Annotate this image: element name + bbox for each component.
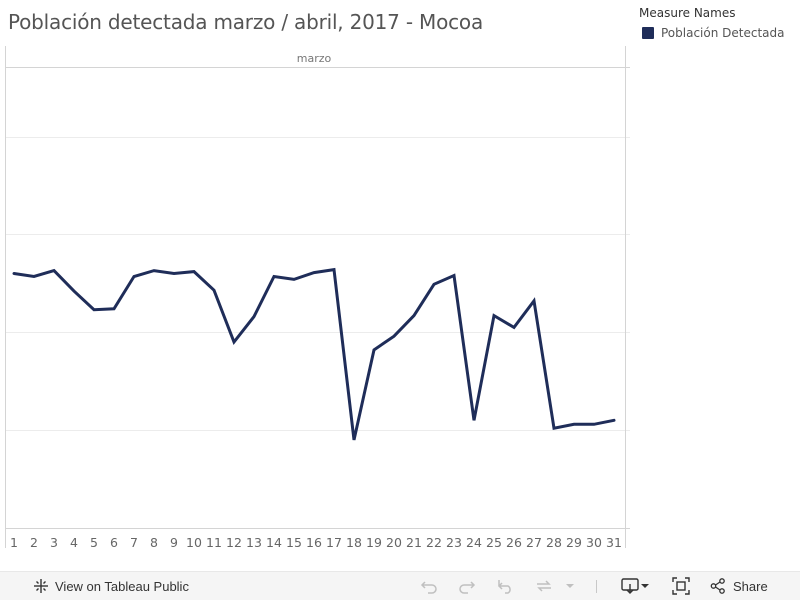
chart-frame [5, 46, 630, 548]
x-tick-label: 7 [130, 535, 138, 550]
x-tick-label: 4 [70, 535, 78, 550]
x-tick-label: 10 [186, 535, 202, 550]
x-tick-label: 11 [206, 535, 222, 550]
panel-header-label: marzo [297, 52, 332, 65]
x-tick-label: 3 [50, 535, 58, 550]
x-tick-label: 22 [426, 535, 442, 550]
x-tick-label: 15 [286, 535, 302, 550]
x-tick-label: 20 [386, 535, 402, 550]
redo-icon [458, 578, 476, 594]
x-tick-label: 6 [110, 535, 118, 550]
legend: Measure Names Población Detectada [639, 6, 785, 40]
x-tick-label: 29 [566, 535, 582, 550]
download-button[interactable] [621, 572, 649, 600]
x-tick-label: 23 [446, 535, 462, 550]
chevron-down-icon [565, 581, 575, 591]
x-tick-label: 9 [170, 535, 178, 550]
x-tick-label: 30 [586, 535, 602, 550]
x-tick-label: 25 [486, 535, 502, 550]
x-tick-label: 31 [606, 535, 622, 550]
refresh-button[interactable] [535, 572, 553, 600]
share-button[interactable]: Share [710, 572, 768, 600]
series-line [12, 267, 616, 441]
gridlines [5, 137, 630, 431]
refresh-dropdown-button[interactable] [565, 572, 575, 600]
x-tick-label: 19 [366, 535, 382, 550]
x-tick-label: 8 [150, 535, 158, 550]
x-tick-label: 18 [346, 535, 362, 550]
download-icon [621, 577, 649, 595]
line-chart: marzo 1 2 3 4 5 6 7 8 9 10 11 12 13 14 15 16 17 18 19 20 21 2… [5, 46, 630, 550]
toolbar: View on Tableau Public [0, 571, 800, 600]
refresh-icon [535, 578, 553, 594]
x-tick-label: 5 [90, 535, 98, 550]
redo-button[interactable] [458, 572, 476, 600]
toolbar-divider [596, 580, 597, 593]
view-on-tableau-button[interactable]: View on Tableau Public [33, 572, 189, 600]
x-tick-label: 2 [30, 535, 38, 550]
share-label: Share [733, 578, 768, 594]
x-tick-label: 21 [406, 535, 422, 550]
x-tick-label: 12 [226, 535, 242, 550]
legend-title: Measure Names [639, 6, 736, 20]
revert-button[interactable] [497, 572, 515, 600]
x-tick-label: 1 [10, 535, 18, 550]
x-tick-label: 16 [306, 535, 322, 550]
tableau-logo-icon [33, 578, 49, 594]
series-group [12, 267, 616, 441]
legend-swatch [642, 27, 654, 39]
revert-icon [497, 578, 515, 594]
x-tick-label: 14 [266, 535, 282, 550]
chart-title: Población detectada marzo / abril, 2017 … [8, 10, 484, 34]
x-axis-ticks: 1 2 3 4 5 6 7 8 9 10 11 12 13 14 15 16 17 18 19 20 21 22 23 24 2… [10, 535, 622, 550]
undo-button[interactable] [420, 572, 438, 600]
fullscreen-icon [672, 577, 690, 595]
x-tick-label: 28 [546, 535, 562, 550]
x-tick-label: 24 [466, 535, 482, 550]
legend-item[interactable]: Población Detectada [639, 26, 785, 40]
x-tick-label: 27 [526, 535, 542, 550]
x-tick-label: 26 [506, 535, 522, 550]
x-tick-label: 17 [326, 535, 342, 550]
share-icon [710, 578, 726, 594]
fullscreen-button[interactable] [672, 572, 690, 600]
legend-item-label: Población Detectada [661, 26, 785, 40]
view-on-tableau-label: View on Tableau Public [55, 578, 189, 594]
undo-icon [420, 578, 438, 594]
x-tick-label: 13 [246, 535, 262, 550]
